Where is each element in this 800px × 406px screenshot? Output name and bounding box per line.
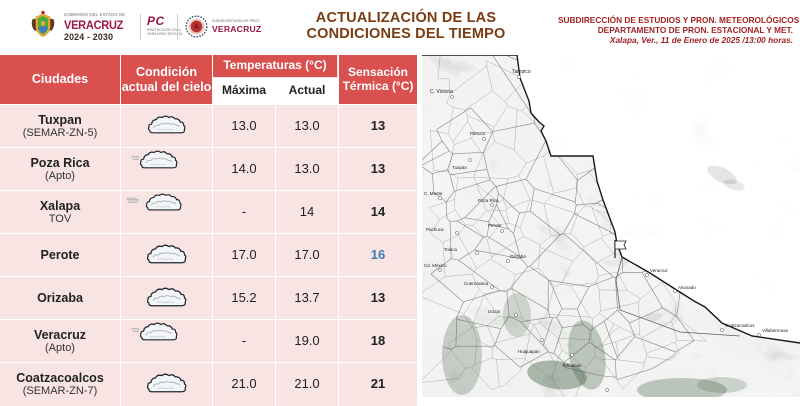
svg-text:Toluca: Toluca [444, 247, 458, 252]
svg-text:Tampico: Tampico [512, 69, 531, 75]
svg-text:Izúcar: Izúcar [488, 309, 501, 314]
svg-text:Alvarado: Alvarado [678, 285, 696, 290]
svg-text:Perote: Perote [488, 223, 502, 228]
svg-text:Cd. México: Cd. México [424, 263, 447, 268]
svg-text:Pachuca: Pachuca [426, 227, 444, 232]
svg-text:Tuxpan: Tuxpan [452, 165, 467, 170]
svg-text:Coatzacoalcos: Coatzacoalcos [725, 323, 755, 328]
svg-text:Poza Rica: Poza Rica [478, 198, 499, 203]
svg-text:Cuernavaca: Cuernavaca [464, 281, 489, 286]
svg-text:Veracruz: Veracruz [650, 268, 669, 273]
svg-text:Villahermosa: Villahermosa [762, 328, 788, 333]
svg-text:Orizaba: Orizaba [510, 254, 526, 259]
svg-text:C. Victoria: C. Victoria [430, 89, 453, 95]
svg-text:Tehuacán: Tehuacán [562, 363, 582, 368]
svg-text:C. Mante: C. Mante [424, 191, 443, 196]
svg-text:Pánuco: Pánuco [470, 131, 486, 136]
svg-text:Huajuapan: Huajuapan [518, 349, 540, 354]
